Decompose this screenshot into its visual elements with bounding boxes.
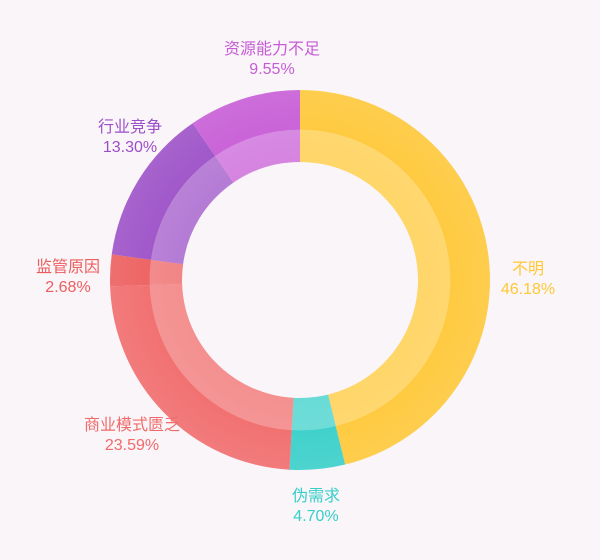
label-name: 监管原因 [36, 258, 100, 278]
slice-1-highlight [292, 395, 336, 431]
slice-2-label: 商业模式匮乏23.59% [84, 416, 180, 456]
slice-1-label: 伪需求4.70% [292, 487, 340, 527]
label-name: 商业模式匮乏 [84, 416, 180, 436]
label-percent: 4.70% [292, 507, 340, 527]
slice-3-highlight [150, 260, 183, 285]
label-name: 资源能力不足 [224, 40, 320, 60]
label-percent: 9.55% [224, 60, 320, 80]
label-percent: 23.59% [84, 436, 180, 456]
label-percent: 2.68% [36, 278, 100, 298]
slice-5-label: 资源能力不足9.55% [224, 40, 320, 80]
label-name: 行业竞争 [98, 118, 162, 138]
label-name: 不明 [501, 260, 555, 280]
slice-4-label: 行业竞争13.30% [98, 118, 162, 158]
label-percent: 13.30% [98, 138, 162, 158]
slice-3-label: 监管原因2.68% [36, 258, 100, 298]
label-percent: 46.18% [501, 280, 555, 300]
label-name: 伪需求 [292, 487, 340, 507]
donut-chart: 不明46.18% 伪需求4.70% 商业模式匮乏23.59% 监管原因2.68% 行业竞… [0, 0, 600, 560]
slice-0-label: 不明46.18% [501, 260, 555, 300]
